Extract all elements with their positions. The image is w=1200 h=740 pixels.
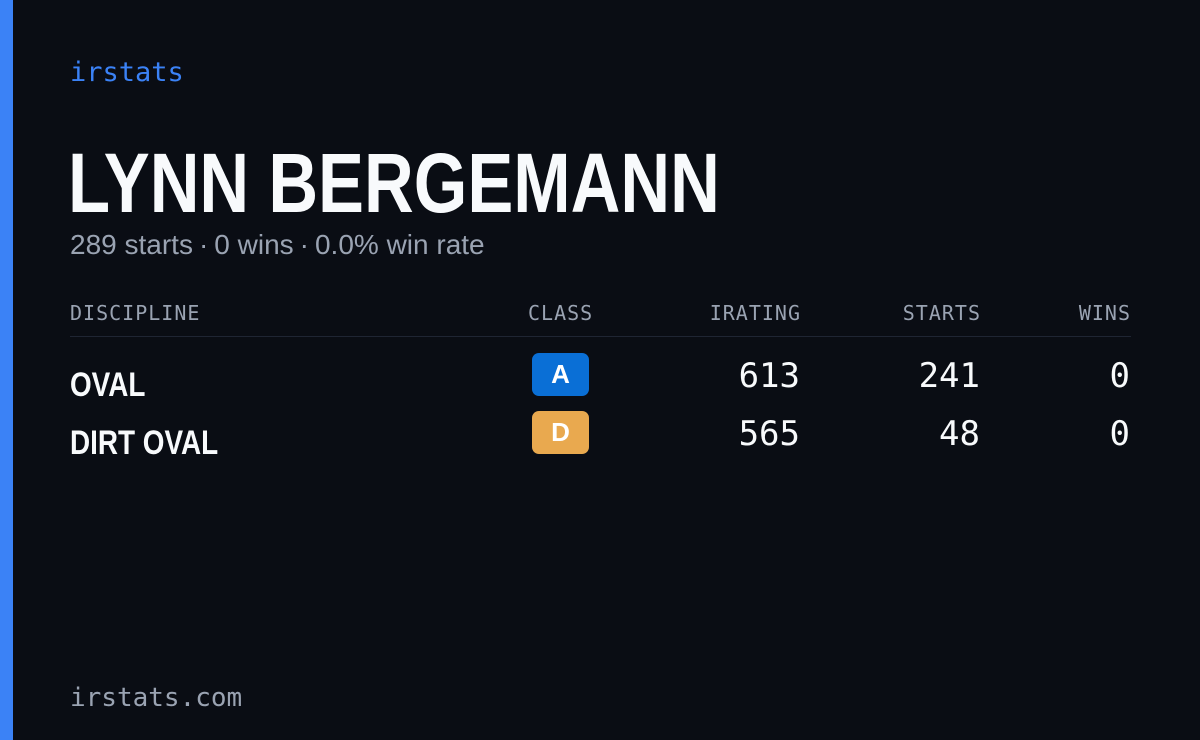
row-discipline: DIRT OVAL (70, 424, 219, 462)
table-row: DIRT OVAL D 565 48 0 (70, 411, 1131, 469)
class-badge: A (532, 353, 589, 396)
row-wins: 0 (1109, 414, 1130, 454)
row-irating: 613 (738, 356, 800, 396)
header-discipline: DISCIPLINE (70, 301, 201, 325)
row-irating: 565 (738, 414, 800, 454)
row-starts: 241 (918, 356, 980, 396)
row-wins: 0 (1109, 356, 1130, 396)
summary-separator: · (198, 229, 209, 260)
header-class: CLASS (528, 301, 594, 325)
header-wins: WINS (1078, 301, 1131, 325)
driver-summary: 289 starts · 0 wins · 0.0% win rate (70, 228, 485, 262)
table-header-row: DISCIPLINE CLASS IRATING STARTS WINS (70, 296, 1131, 337)
driver-name: LYNN BERGEMANN (68, 136, 720, 230)
table-row: OVAL A 613 241 0 (70, 353, 1131, 411)
row-starts: 48 (939, 414, 980, 454)
class-badge: D (532, 411, 589, 454)
header-irating: IRATING (709, 301, 801, 325)
row-discipline: OVAL (70, 366, 146, 404)
summary-wins: 0 wins (214, 229, 294, 260)
summary-separator: · (299, 229, 309, 260)
summary-win-rate: 0.0% win rate (314, 229, 485, 260)
footer-domain: irstats.com (70, 683, 243, 713)
accent-bar (0, 0, 13, 740)
brand-logo-text: irstats (70, 57, 184, 88)
header-starts: STARTS (902, 301, 981, 325)
summary-starts: 289 starts (70, 229, 193, 260)
discipline-table: DISCIPLINE CLASS IRATING STARTS WINS OVA… (70, 296, 1131, 469)
